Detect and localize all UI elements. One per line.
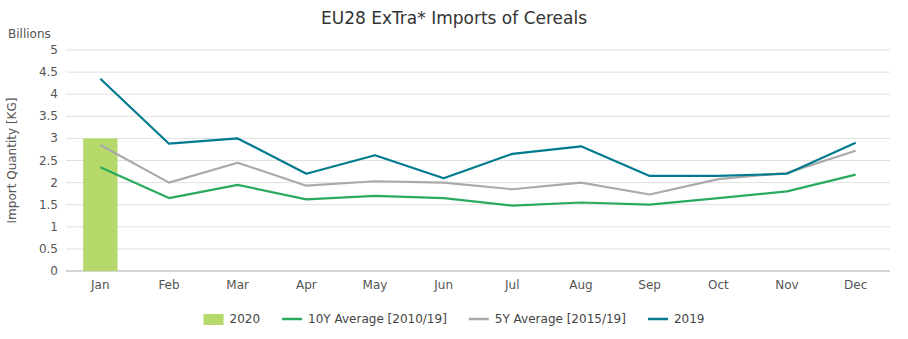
annotation: Billions xyxy=(8,27,51,41)
y-tick-label: 5 xyxy=(50,43,58,57)
legend-label: 2019 xyxy=(674,312,705,326)
x-tick-label: Sep xyxy=(638,278,661,292)
grid-line xyxy=(66,138,890,139)
x-tick-label: Mar xyxy=(226,278,249,292)
x-tick-label: Feb xyxy=(158,278,179,292)
x-tick-label: Jun xyxy=(433,278,453,292)
y-tick-label: 2.5 xyxy=(39,154,58,168)
legend: 2020 10Y Average [2010/19] 5Y Average [201… xyxy=(204,312,705,326)
x-tick-label: Nov xyxy=(775,278,798,292)
x-tick-label: Apr xyxy=(296,278,317,292)
y-tick-label: 2 xyxy=(50,176,58,190)
x-tick-label: May xyxy=(363,278,388,292)
grid-line xyxy=(66,226,890,227)
y-tick-label: 4 xyxy=(50,87,58,101)
y-tick-label: 4.5 xyxy=(39,65,58,79)
legend-swatch xyxy=(469,318,489,321)
title: EU28 ExTra* Imports of Cereals xyxy=(321,8,587,28)
legend-label: 2020 xyxy=(230,312,261,326)
grid-line xyxy=(66,204,890,205)
grid-line xyxy=(66,182,890,183)
x-tick-label: Oct xyxy=(708,278,729,292)
x-axis: Jan Feb Mar Apr May Jun Jul Aug Sep Oct Nov Dec xyxy=(90,278,867,292)
legend-item: 2019 xyxy=(648,312,705,326)
x-tick-label: Jul xyxy=(504,278,519,292)
y-tick-label: 3.5 xyxy=(39,109,58,123)
grid-line xyxy=(66,72,890,73)
grid-line xyxy=(66,248,890,249)
x-axis-line xyxy=(66,271,890,272)
y-axis-label: Import Quantity [KG] xyxy=(5,98,19,224)
background xyxy=(0,0,908,339)
y-axis: 0 0.5 1 1.5 2 2.5 3 3.5 4 4.5 5 xyxy=(39,43,890,278)
y-tick-label: 1.5 xyxy=(39,198,58,212)
x-tick-label: Jan xyxy=(90,278,110,292)
grid-line xyxy=(66,160,890,161)
y-tick-label: 0.5 xyxy=(39,242,58,256)
legend-swatch xyxy=(204,314,224,325)
grid-line xyxy=(66,271,890,272)
legend-label: 10Y Average [2010/19] xyxy=(308,312,447,326)
legend-label: 5Y Average [2015/19] xyxy=(495,312,626,326)
marks xyxy=(83,79,856,271)
line xyxy=(100,79,855,178)
legend-swatch xyxy=(648,318,668,321)
legend-swatch xyxy=(282,318,302,321)
legend-item: 10Y Average [2010/19] xyxy=(282,312,447,326)
grid-line xyxy=(66,94,890,95)
y-tick-label: 0 xyxy=(50,264,58,278)
y-tick-label: 1 xyxy=(50,220,58,234)
x-tick-label: Aug xyxy=(569,278,592,292)
legend-item: 2020 xyxy=(204,312,261,326)
line xyxy=(100,145,855,195)
grid-line xyxy=(66,50,890,51)
chart: 00.511.522.533.544.55JanFebMarAprMayJunJ… xyxy=(0,0,908,339)
bar xyxy=(83,138,117,271)
y-tick-label: 3 xyxy=(50,131,58,145)
legend-item: 5Y Average [2015/19] xyxy=(469,312,626,326)
grid-line xyxy=(66,116,890,117)
x-tick-label: Dec xyxy=(844,278,867,292)
